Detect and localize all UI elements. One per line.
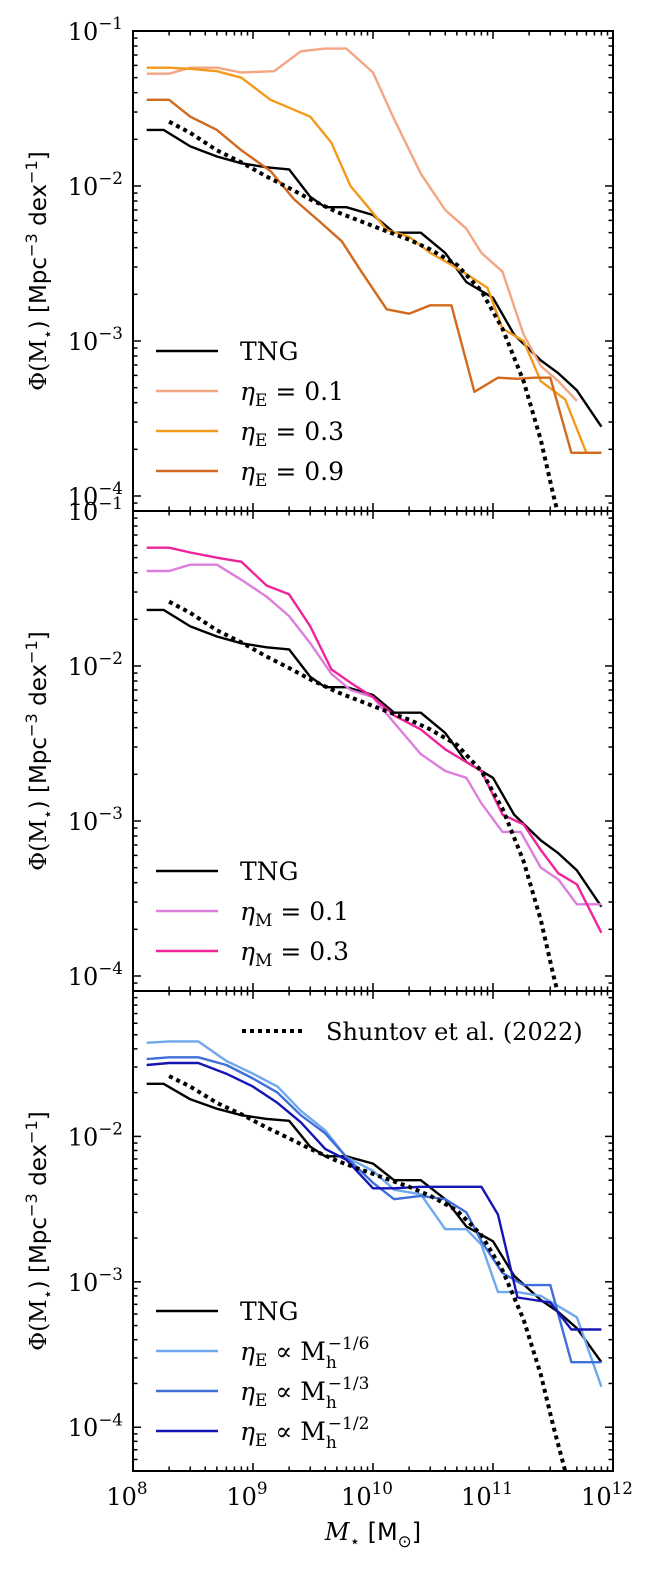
series-line--e-0-9	[146, 98, 602, 454]
panel-frame	[132, 990, 614, 1472]
legend-label: ηE ∝ Mh−1/2	[240, 1414, 369, 1453]
legend-item: ηE ∝ Mh−1/6	[156, 1334, 369, 1373]
x-tick-label: 1011	[461, 1478, 513, 1511]
legend-label-shuntov: Shuntov et al. (2022)	[326, 1018, 583, 1046]
legend-label: ηE ∝ Mh−1/3	[240, 1374, 369, 1413]
series-line--e-m-h-1-3	[146, 1056, 602, 1364]
panel-middle: 10−1 10−2 10−3 10−4 Φ(M⋆) [Mpc−3 dex−1] TNG ηM…	[22, 493, 614, 992]
series-line--e-0-1	[146, 47, 578, 402]
x-tick-label: 1012	[581, 1478, 633, 1511]
x-axis-label: M⋆ [M⊙]	[324, 1518, 421, 1551]
legend-item: TNG	[156, 857, 299, 886]
y-tick-label: 10−4	[68, 958, 123, 991]
legend-item: TNG	[156, 1297, 299, 1326]
series-line-shuntov	[168, 119, 560, 511]
y-axis-label: Φ(M⋆) [Mpc−3 dex−1]	[22, 631, 57, 871]
legend-label: ηE = 0.3	[240, 417, 344, 451]
legend-item: ηE ∝ Mh−1/3	[156, 1374, 369, 1413]
series-group	[146, 1040, 603, 1471]
y-axis-label: Φ(M⋆) [Mpc−3 dex−1]	[22, 151, 57, 391]
y-tick-label: 10−3	[68, 1264, 123, 1297]
y-tick-label: 10−2	[68, 648, 123, 681]
legend-label: TNG	[240, 337, 299, 366]
y-axis-label: Φ(M⋆) [Mpc−3 dex−1]	[22, 1111, 57, 1351]
series-line-tng	[146, 1082, 603, 1363]
x-tick-label: 1010	[341, 1478, 393, 1511]
legend-label: TNG	[240, 1297, 299, 1326]
series-line-tng	[146, 608, 603, 908]
panel-top: 10−1 10−2 10−3 10−4 Φ(M⋆) [Mpc−3 dex−1] TNG ηE…	[22, 13, 614, 512]
legend-label: ηE = 0.9	[240, 457, 344, 491]
y-tick-label: 10−4	[68, 478, 123, 511]
y-tick-label: 10−3	[68, 323, 123, 356]
y-tick-label: 10−4	[68, 1409, 123, 1442]
x-tick-label: 109	[226, 1478, 267, 1511]
legend-item: ηE = 0.3	[156, 417, 344, 451]
series-line--e-0-3	[146, 66, 602, 454]
y-tick-label: 10−2	[68, 168, 123, 201]
y-tick-label: 10−1	[68, 13, 123, 46]
legend-item: ηM = 0.3	[156, 937, 349, 971]
legend-label: ηE ∝ Mh−1/6	[240, 1334, 369, 1373]
legend-label: ηE = 0.1	[240, 377, 344, 411]
legend-item: ηE ∝ Mh−1/2	[156, 1414, 369, 1453]
legend-label: ηM = 0.1	[240, 897, 349, 931]
panel-bottom: 10−2 10−3 10−4 Φ(M⋆) [Mpc−3 dex−1] TNG ηE ∝ M…	[22, 990, 614, 1472]
series-line--e-m-h-1-2	[146, 1061, 602, 1331]
series-line-tng	[146, 128, 603, 428]
panel-frame	[132, 510, 614, 992]
legend-item: ηE = 0.9	[156, 457, 344, 491]
legend-item: TNG	[156, 337, 299, 366]
y-tick-label: 10−2	[68, 1119, 123, 1152]
y-tick-label: 10−3	[68, 803, 123, 836]
legend-label: TNG	[240, 857, 299, 886]
series-line--m-0-1	[146, 563, 602, 906]
legend-label: ηM = 0.3	[240, 937, 349, 971]
legend-item: ηM = 0.1	[156, 897, 349, 931]
x-tick-label: 108	[106, 1478, 147, 1511]
y-tick-label: 10−1	[68, 493, 123, 526]
legend-item: ηE = 0.1	[156, 377, 344, 411]
series-group	[146, 47, 603, 511]
series-group	[146, 546, 603, 991]
series-line--m-0-3	[146, 546, 603, 934]
series-line-shuntov	[168, 1074, 568, 1471]
series-line--e-m-h-1-6	[146, 1040, 603, 1388]
series-line-shuntov	[168, 599, 560, 991]
panel-frame	[132, 30, 614, 512]
